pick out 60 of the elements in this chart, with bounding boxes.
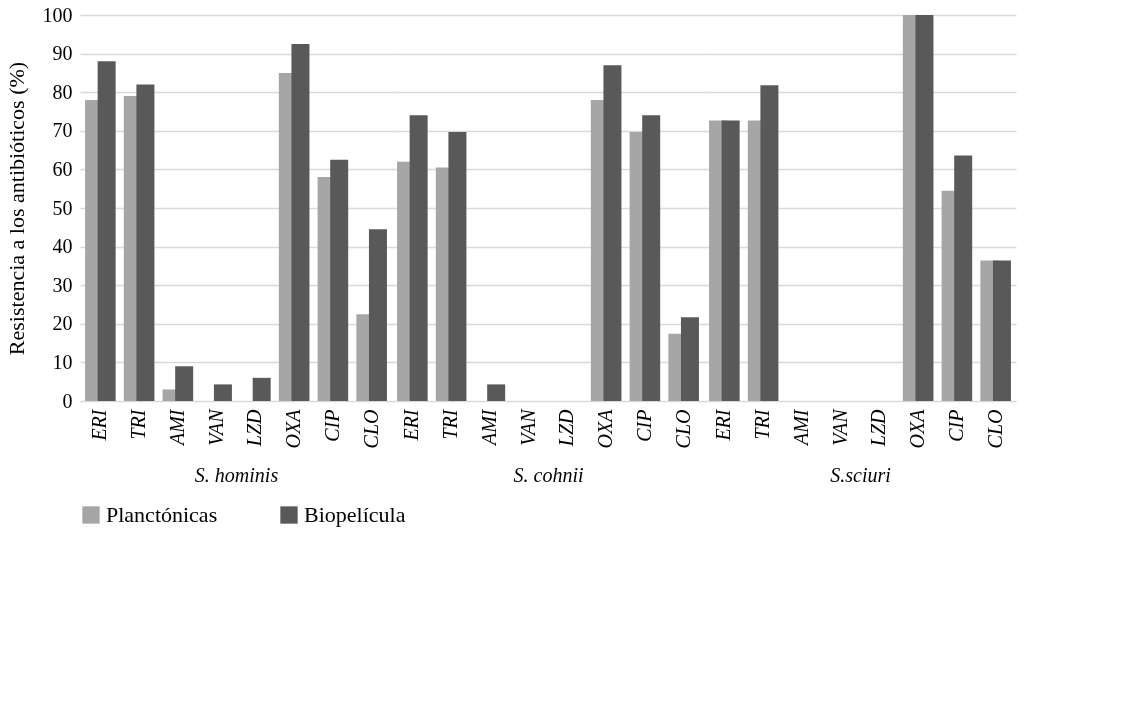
y-tick-label: 60 bbox=[52, 157, 73, 180]
x-tick-label: VAN bbox=[204, 407, 227, 446]
bar bbox=[721, 120, 740, 401]
bar bbox=[136, 84, 155, 401]
x-tick-label: OXA bbox=[594, 408, 617, 449]
y-tick-label: 100 bbox=[42, 3, 73, 26]
bar bbox=[330, 159, 349, 401]
bar bbox=[252, 377, 271, 401]
x-tick-label: CLO bbox=[983, 409, 1006, 449]
bar bbox=[97, 61, 116, 401]
x-tick-label: LZD bbox=[867, 408, 890, 448]
legend-label: Biopelícula bbox=[304, 502, 406, 527]
x-tick-label: TRI bbox=[439, 408, 462, 440]
x-tick-label: AMI bbox=[789, 408, 812, 448]
y-tick-label: 40 bbox=[52, 235, 73, 258]
bar bbox=[603, 65, 622, 401]
x-axis-title: S.sciuri bbox=[830, 464, 891, 487]
x-tick-label: LZD bbox=[243, 408, 266, 448]
y-tick-label: 50 bbox=[52, 196, 73, 219]
bar bbox=[448, 131, 467, 401]
x-tick-label: TRI bbox=[127, 408, 150, 440]
x-tick-label: AMI bbox=[477, 408, 500, 448]
x-tick-label: CIP bbox=[320, 409, 343, 442]
x-tick-label: CLO bbox=[359, 409, 382, 449]
bar bbox=[680, 317, 699, 401]
x-tick-label: VAN bbox=[516, 407, 539, 446]
x-axis-title: S. cohnii bbox=[513, 464, 584, 487]
x-tick-label: VAN bbox=[828, 407, 851, 446]
x-axis-title: S. hominis bbox=[194, 464, 279, 487]
y-axis-title: Resistencia a los antibióticos (%) bbox=[3, 61, 29, 356]
y-tick-label: 90 bbox=[52, 42, 73, 65]
x-tick-label: AMI bbox=[165, 408, 188, 448]
x-tick-label: CLO bbox=[671, 409, 694, 449]
x-tick-label: OXA bbox=[282, 408, 305, 449]
x-tick-label: ERI bbox=[88, 408, 111, 442]
bar bbox=[213, 384, 232, 401]
bar bbox=[915, 15, 934, 401]
y-tick-label: 20 bbox=[52, 312, 73, 335]
y-tick-label: 70 bbox=[52, 119, 73, 142]
y-tick-label: 10 bbox=[52, 350, 73, 373]
bar bbox=[642, 115, 661, 401]
x-tick-label: OXA bbox=[906, 408, 929, 449]
x-tick-label: LZD bbox=[555, 408, 578, 448]
x-tick-label: ERI bbox=[712, 408, 735, 442]
y-tick-label: 80 bbox=[52, 80, 73, 103]
x-tick-label: CIP bbox=[632, 409, 655, 442]
bar bbox=[368, 229, 387, 401]
bar bbox=[992, 260, 1011, 401]
legend-label: Planctónicas bbox=[106, 502, 218, 527]
x-tick-label: CIP bbox=[944, 409, 967, 442]
y-tick-label: 0 bbox=[62, 389, 73, 412]
bar bbox=[291, 43, 310, 401]
y-tick-label: 30 bbox=[52, 273, 73, 296]
bar bbox=[954, 155, 973, 401]
bar bbox=[409, 115, 428, 401]
x-tick-label: ERI bbox=[400, 408, 423, 442]
bar bbox=[760, 85, 779, 401]
bar bbox=[175, 366, 194, 401]
x-tick-label: TRI bbox=[751, 408, 774, 440]
bar bbox=[487, 384, 506, 401]
